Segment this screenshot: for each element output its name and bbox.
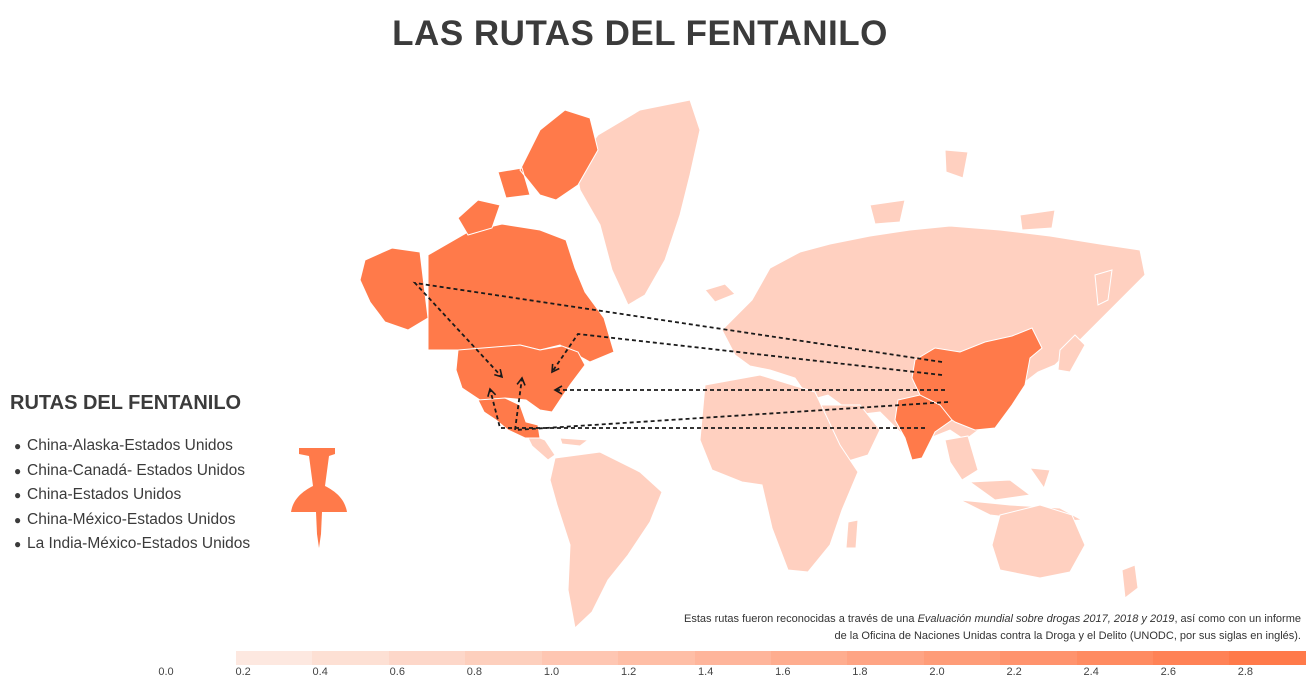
madagascar [845,519,859,549]
route-label: China-Canadá- Estados Unidos [27,461,245,479]
color-scale-tick-label: 1.8 [852,666,868,678]
color-scale-tick-label: 2.6 [1160,666,1176,678]
route-list: ● China-Alaska-Estados Unidos ● China-Cana… [14,434,250,557]
color-scale-segment [1076,651,1154,665]
bullet-icon: ● [14,463,22,478]
highlighted-countries-layer [359,109,1043,461]
fentanyl-routes [412,281,949,431]
kamchatka [1094,269,1113,306]
country-canada [427,223,615,363]
route-item-2: ● China-Canadá- Estados Unidos [14,459,250,484]
route-label: China-Alaska-Estados Unidos [27,437,233,454]
legend-heading: RUTAS DEL FENTANILO [10,392,242,414]
source-note: Estas rutas fueron reconocidas a través … [681,611,1301,644]
color-scale-tick-label: 0.6 [389,666,405,678]
color-scale-bar [236,651,1306,665]
source-note-text-2: , así como con un informe de la Oficina … [834,613,1302,642]
bullet-icon: ● [14,439,22,453]
central-america [523,431,590,461]
color-scale-tick-label: 2.0 [929,666,945,678]
color-scale-segment [923,651,1001,665]
color-scale-tick-label: 2.8 [1237,666,1254,678]
color-scale-segment [465,651,542,665]
south-america [549,451,663,629]
japan [1057,334,1086,373]
color-scale-segment [618,651,695,665]
africa [699,374,859,573]
route-item-1: ● China-Alaska-Estados Unidos [14,434,250,459]
color-scale-segment [312,651,389,665]
color-scale-segment [847,651,924,665]
country-usa [455,344,586,413]
color-scale-tick-label: 0.4 [312,666,328,678]
route-label: China-México-Estados Unidos [27,510,236,528]
color-scale-tick-label: 1.6 [775,666,791,678]
route-item-3: ● China-Estados Unidos [14,483,250,508]
color-scale-segment [1153,651,1230,665]
route-label: China-Estados Unidos [27,486,182,503]
color-scale-tick-label: 1.2 [620,666,637,678]
arctic-islands [869,149,1056,231]
color-scale-tick-label: 1.0 [543,666,560,678]
color-scale-segment [770,651,848,665]
color-scale-labels: 0.0 0.2 0.4 0.6 0.8 1.0 1.2 1.4 1.6 1.8 2.0 2.2 2.4 2… [0,666,1307,684]
world-map [359,99,1146,629]
greenland [574,99,701,306]
source-note-text-1: Estas rutas fueron reconocidas a través … [684,613,918,625]
color-scale-tick-label: 0.8 [466,666,483,678]
route-item-5: ● La India-México-Estados Unidos [14,532,250,557]
color-scale-tick-label: 2.4 [1083,666,1099,678]
color-scale-segment [1229,651,1306,665]
country-alaska [359,247,429,331]
australia [991,504,1086,579]
base-land-layer [523,99,1146,629]
route-label: La India-México-Estados Unidos [27,535,251,552]
color-scale-tick-label: 0.2 [235,666,251,678]
country-mexico [477,397,541,439]
route-china-alaska-usa [412,281,943,379]
color-scale-segment [694,651,771,665]
southeast-asia [944,435,1051,501]
bullet-icon: ● [14,488,22,502]
eurasia [721,225,1146,441]
canada-arctic-islands [457,109,599,236]
bullet-icon: ● [14,537,22,551]
source-note-italic: Evaluación mundial sobre drogas 2017, 20… [917,613,1175,625]
route-india-mexico-usa [487,387,925,429]
bullet-icon: ● [14,512,22,527]
route-item-4: ● China-México-Estados Unidos [14,508,250,533]
color-scale-segment [1000,651,1077,665]
map-title: LAS RUTAS DEL FENTANILO [392,14,888,53]
color-scale-tick-label: 2.2 [1006,666,1022,678]
color-scale-segment [541,651,619,665]
color-scale-segment [236,651,313,665]
color-scale-tick-label: 0.0 [158,666,174,678]
pushpin-icon [291,448,347,548]
route-china-canada-usa [551,333,943,376]
color-scale-tick-label: 1.4 [698,666,714,678]
new-zealand [1121,564,1139,599]
iceland [704,283,736,303]
color-scale-segment [388,651,466,665]
